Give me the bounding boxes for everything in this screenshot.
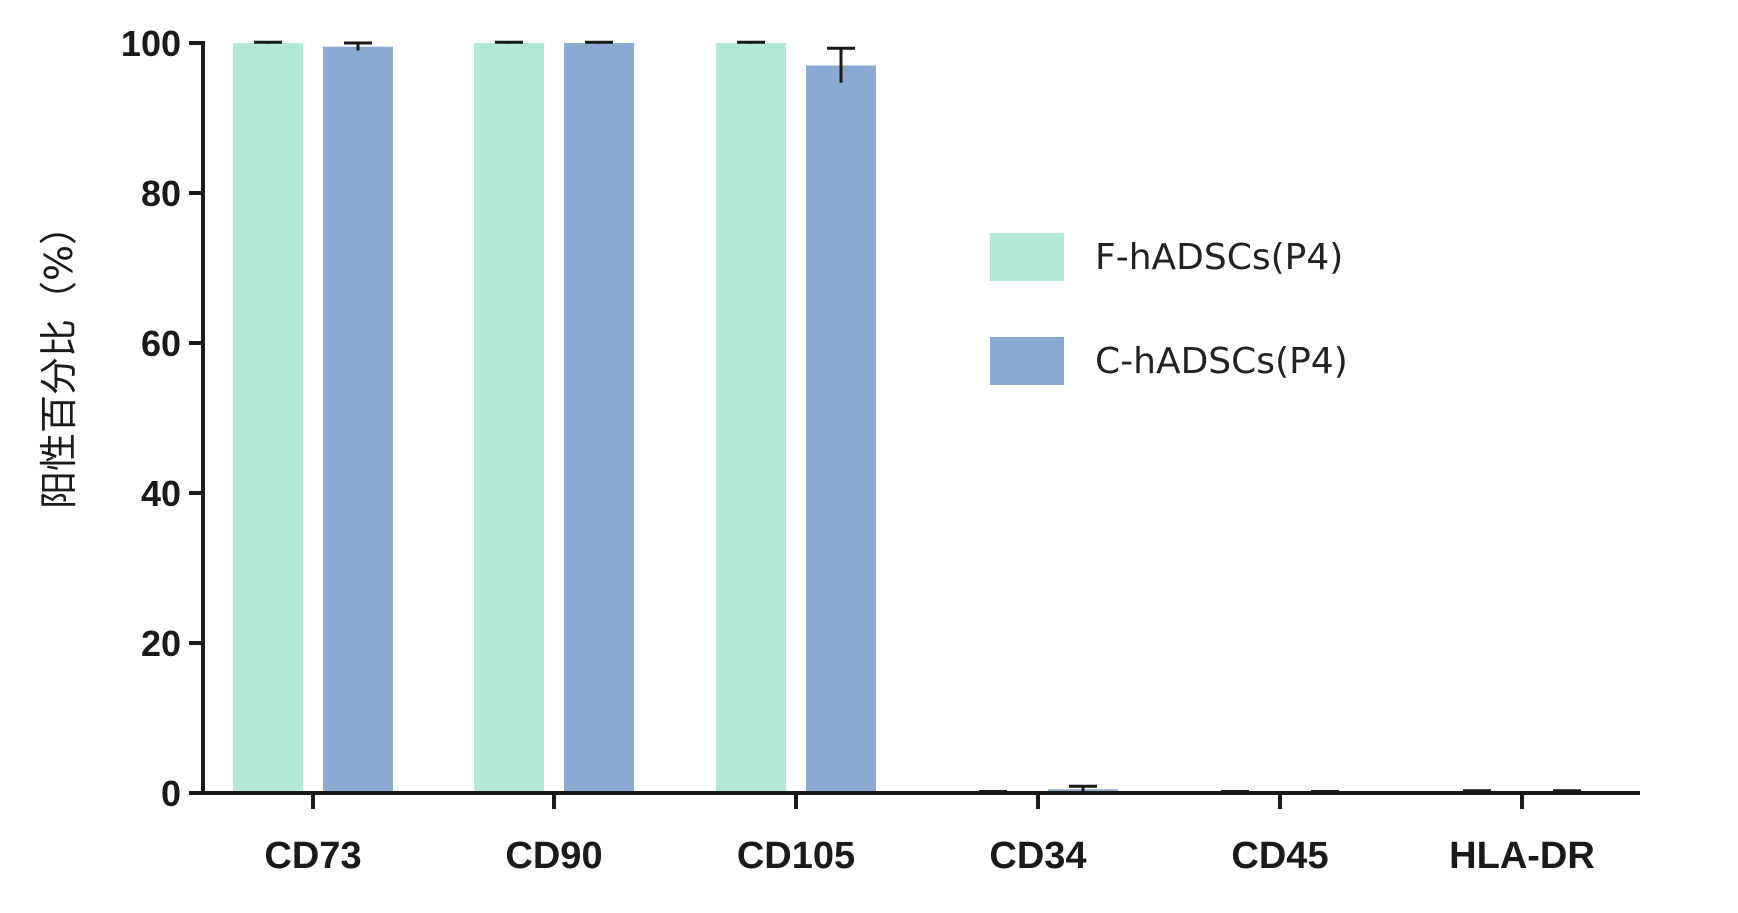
y-axis-label: 阳性百分比（%） bbox=[37, 207, 81, 509]
x-tick-label-cd34: CD34 bbox=[989, 835, 1086, 877]
error-bar-cd105-series-2 bbox=[827, 46, 855, 83]
x-tick-label-hla-dr: HLA-DR bbox=[1449, 835, 1595, 877]
error-bar-cd73-series-2 bbox=[344, 41, 372, 51]
x-tick-label-cd73: CD73 bbox=[264, 835, 361, 877]
legend-swatch-series-1 bbox=[990, 233, 1064, 281]
error-bar-cd73-series-1 bbox=[254, 40, 282, 44]
y-tick-label-40: 40 bbox=[141, 473, 181, 514]
bar-cd90-series-2 bbox=[564, 43, 634, 793]
y-tick-label-0: 0 bbox=[161, 773, 181, 814]
y-tick-label-20: 20 bbox=[141, 623, 181, 664]
bar-cd73-series-2 bbox=[323, 46, 393, 793]
legend-label-series-2: C-hADSCs(P4) bbox=[1095, 341, 1348, 382]
y-tick-label-80: 80 bbox=[141, 173, 181, 214]
bar-cd105-series-1 bbox=[716, 43, 786, 793]
bar-cd105-series-2 bbox=[806, 65, 876, 793]
error-bar-cd90-series-2 bbox=[585, 40, 613, 44]
y-ticks: 0 20 40 60 80 100 bbox=[121, 23, 203, 814]
legend-label-series-1: F-hADSCs(P4) bbox=[1095, 237, 1343, 278]
x-tick-label-cd105: CD105 bbox=[737, 835, 855, 877]
legend: F-hADSCs(P4) C-hADSCs(P4) bbox=[990, 233, 1348, 385]
legend-swatch-series-2 bbox=[990, 337, 1064, 385]
x-ticks: CD73 CD90 CD105 CD34 CD45 HLA-DR bbox=[264, 793, 1595, 877]
x-tick-label-cd90: CD90 bbox=[505, 835, 602, 877]
error-bars-layer bbox=[254, 40, 1581, 793]
y-tick-label-100: 100 bbox=[121, 23, 181, 64]
x-tick-label-cd45: CD45 bbox=[1231, 835, 1328, 877]
y-tick-label-60: 60 bbox=[141, 323, 181, 364]
axes-layer bbox=[201, 41, 1640, 795]
error-bar-cd105-series-1 bbox=[737, 40, 765, 44]
bars-layer bbox=[233, 43, 1602, 794]
bar-cd73-series-1 bbox=[233, 43, 303, 793]
bar-cd90-series-1 bbox=[474, 43, 544, 793]
error-bar-cd90-series-1 bbox=[495, 40, 523, 44]
